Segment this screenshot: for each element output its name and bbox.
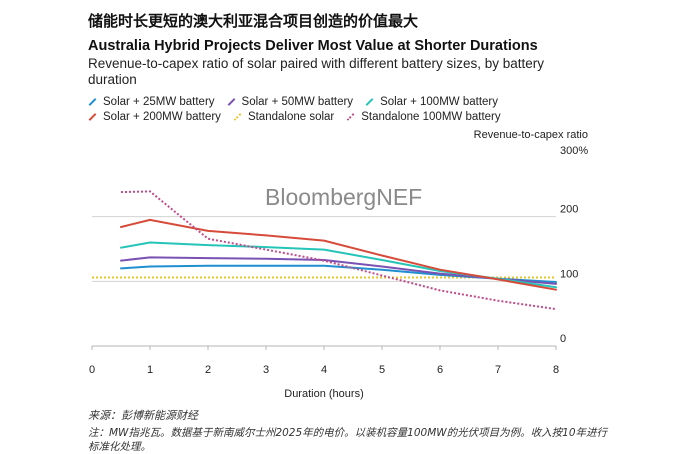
bloombergnef-watermark: BloombergNEF <box>265 184 422 210</box>
watermark-layer: BloombergNEF <box>265 184 422 210</box>
axis-layer: 0 100 200 300% 0 1 2 3 4 5 6 7 8 Duration (hours) <box>89 145 588 400</box>
x-tick-label: 0 <box>89 364 95 376</box>
chart-legend: Solar + 25MW battery Solar + 50MW batter… <box>88 94 608 124</box>
legend-label: Standalone solar <box>247 110 335 123</box>
legend-label: Solar + 200MW battery <box>103 110 221 123</box>
x-tick-label: 7 <box>495 364 501 376</box>
legend-item: Solar + 200MW battery <box>88 111 221 123</box>
y-tick-label: 0 <box>560 333 566 345</box>
y-tick-label: 300% <box>560 145 588 157</box>
article-headline: 储能时长更短的澳大利亚混合项目创造的价值最大 <box>88 12 419 30</box>
legend-label: Solar + 100MW battery <box>380 95 498 108</box>
footnote: 注：MW指兆瓦。数据基于新南威尔士州2025年的电价。以装机容量100MW的光伏… <box>88 427 608 453</box>
x-tick-label: 4 <box>321 364 327 376</box>
source-note: 来源：彭博新能源财经 <box>88 409 198 422</box>
series-line-0 <box>120 264 557 283</box>
x-tick-label: 8 <box>553 364 559 376</box>
legend-item: Solar + 25MW battery <box>88 96 215 108</box>
legend-label: Standalone 100MW battery <box>361 110 501 123</box>
series-line-5 <box>120 190 557 311</box>
x-axis-label: Duration (hours) <box>284 388 363 400</box>
legend-row-1: Solar + 25MW battery Solar + 50MW batter… <box>88 94 608 109</box>
legend-item: Standalone solar <box>233 111 334 123</box>
grid-lines <box>92 216 556 282</box>
legend-item: Standalone 100MW battery <box>346 110 501 123</box>
chart-title: Australia Hybrid Projects Deliver Most V… <box>88 38 538 54</box>
chart-subtitle: Revenue-to-capex ratio of solar paired w… <box>88 56 544 87</box>
legend-item: Solar + 100MW battery <box>365 96 498 108</box>
y-tick-label: 200 <box>560 204 578 216</box>
series-line-3 <box>120 218 557 291</box>
legend-item: Solar + 50MW battery <box>227 95 354 108</box>
legend-label: Solar + 50MW battery <box>241 95 354 108</box>
x-tick-label: 6 <box>437 364 443 376</box>
series-layer <box>92 190 557 311</box>
x-tick-label: 2 <box>205 364 211 376</box>
x-tick-label: 3 <box>263 364 269 376</box>
series-line-1 <box>120 256 557 285</box>
legend-row-2: Solar + 200MW battery Standalone solar S… <box>88 109 608 124</box>
y-tick-label: 100 <box>560 268 578 280</box>
x-tick-label: 1 <box>147 364 153 376</box>
y-axis-label: Revenue-to-capex ratio <box>473 129 588 141</box>
legend-label: Solar + 25MW battery <box>103 95 215 108</box>
x-tick-label: 5 <box>379 364 385 376</box>
